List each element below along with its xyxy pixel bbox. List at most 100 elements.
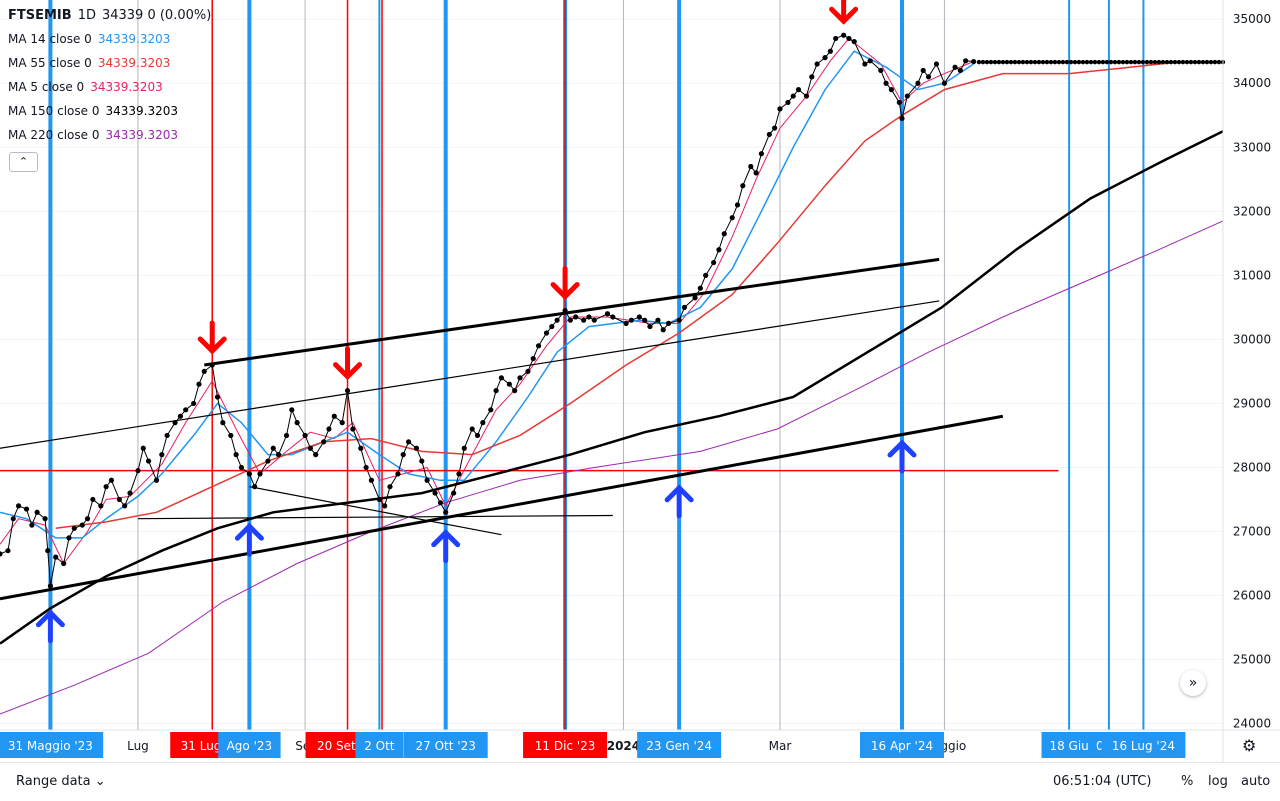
- ma-label: MA 55 close 0: [8, 56, 92, 70]
- projection-dot: [1192, 59, 1198, 65]
- projection-dot: [1000, 59, 1006, 65]
- price-point: [581, 317, 587, 323]
- price-point: [665, 320, 672, 326]
- price-point: [567, 317, 573, 323]
- price-point: [326, 426, 332, 432]
- projection-dot: [1032, 59, 1038, 65]
- price-point: [405, 439, 412, 445]
- projection-dot: [1156, 59, 1162, 65]
- projection-dot: [1116, 59, 1122, 65]
- x-marker-label: 18 Giu: [1049, 739, 1088, 753]
- projection-dot: [1080, 59, 1086, 65]
- ma-line: [0, 220, 1224, 715]
- x-marker-label: 23 Gen '24: [646, 739, 712, 753]
- price-point: [116, 496, 122, 503]
- price-point: [941, 80, 948, 86]
- price-point: [382, 503, 388, 509]
- projection-dot: [1004, 59, 1010, 65]
- legend-ma-row[interactable]: MA 14 close 0 34339.3203: [8, 32, 211, 56]
- price-point: [5, 548, 11, 554]
- price-point: [957, 67, 963, 74]
- percent-scale-toggle[interactable]: %: [1181, 774, 1194, 789]
- projection-dot: [1012, 59, 1018, 65]
- price-point: [443, 509, 449, 515]
- legend-ma-row[interactable]: MA 220 close 0 34339.3203: [8, 128, 211, 152]
- scroll-to-realtime-button[interactable]: »: [1180, 670, 1206, 696]
- price-point: [591, 317, 597, 323]
- price-point: [740, 183, 746, 189]
- price-point: [562, 307, 568, 314]
- price-point: [228, 432, 234, 439]
- interval-label[interactable]: 1D: [77, 8, 96, 23]
- projection-dot: [1120, 59, 1126, 65]
- trendline: [204, 257, 940, 367]
- price-point: [777, 106, 783, 112]
- price-point: [424, 477, 430, 483]
- y-tick-label: 26000: [1233, 589, 1271, 603]
- price-point: [554, 317, 560, 323]
- price-point: [456, 471, 462, 477]
- price-point: [480, 420, 486, 426]
- x-marker-badge: [403, 732, 488, 758]
- projection-dot: [1124, 59, 1130, 65]
- price-point: [15, 503, 22, 509]
- price-point: [387, 484, 393, 490]
- log-scale-toggle[interactable]: log: [1208, 774, 1228, 789]
- range-data-button[interactable]: Range data ⌄: [16, 774, 106, 789]
- price-point: [758, 151, 764, 157]
- projection-dot: [1088, 59, 1094, 65]
- price-point: [331, 413, 337, 419]
- y-tick-label: 25000: [1233, 653, 1271, 667]
- price-point: [53, 554, 59, 560]
- utc-clock[interactable]: 06:51:04 (UTC): [1053, 774, 1152, 789]
- ma-label: MA 5 close 0: [8, 80, 85, 94]
- legend-collapse-button[interactable]: ⌃: [9, 152, 38, 172]
- auto-scale-toggle[interactable]: auto: [1241, 774, 1271, 789]
- legend-ma-row[interactable]: MA 150 close 0 34339.3203: [8, 104, 211, 128]
- projection-dot: [1028, 59, 1034, 65]
- price-point: [220, 420, 226, 426]
- price-point: [493, 388, 499, 394]
- legend-ma-row[interactable]: MA 5 close 0 34339.3203: [8, 80, 211, 104]
- price-point: [42, 516, 48, 522]
- price-point: [888, 87, 894, 93]
- trendline: [137, 514, 613, 520]
- price-point: [103, 484, 109, 490]
- projection-dot: [1160, 59, 1166, 65]
- y-tick-label: 24000: [1233, 717, 1271, 731]
- price-point: [795, 87, 802, 93]
- price-point: [45, 548, 51, 554]
- price-point: [419, 458, 425, 464]
- price-point: [344, 388, 351, 394]
- legend-ma-row[interactable]: MA 55 close 0 34339.3203: [8, 56, 211, 80]
- projection-dot: [1056, 59, 1062, 65]
- projection-dot: [1068, 59, 1074, 65]
- price-point: [841, 32, 847, 38]
- projection-dot: [1164, 59, 1170, 65]
- y-tick-label: 28000: [1233, 460, 1271, 474]
- price-point: [721, 231, 727, 237]
- price-point: [610, 314, 616, 320]
- range-label: Range data: [16, 774, 91, 789]
- price-point: [535, 343, 542, 349]
- price-point: [90, 496, 96, 503]
- price-point: [10, 516, 16, 522]
- price-point: [233, 452, 239, 458]
- symbol-name[interactable]: FTSEMIB: [8, 8, 72, 23]
- gear-icon[interactable]: ⚙: [1242, 736, 1257, 755]
- price-point: [822, 55, 828, 61]
- y-tick-label: 31000: [1233, 268, 1271, 282]
- x-marker-badge: [1041, 732, 1097, 758]
- projection-dot: [1036, 59, 1042, 65]
- price-point: [238, 464, 245, 471]
- ma-label: MA 14 close 0: [8, 32, 92, 46]
- x-marker-badge: [1101, 732, 1186, 758]
- price-point: [697, 285, 703, 291]
- price-point: [0, 551, 3, 557]
- price-point: [461, 445, 467, 451]
- price-point: [34, 509, 40, 515]
- projection-dot: [1200, 59, 1206, 65]
- x-marker-badge: [859, 732, 944, 758]
- price-point: [827, 48, 833, 54]
